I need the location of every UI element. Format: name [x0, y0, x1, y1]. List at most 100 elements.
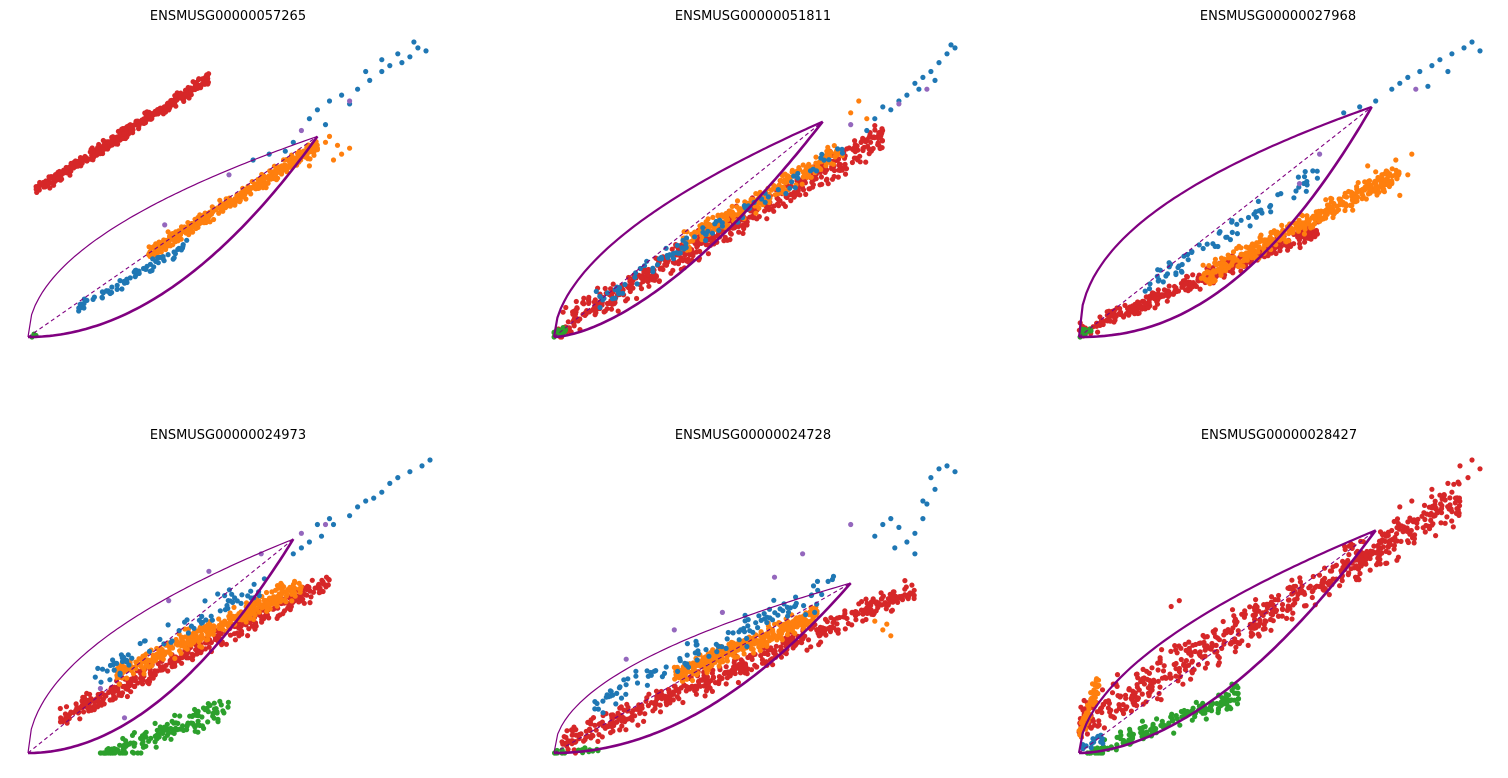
- data-point-red: [608, 306, 615, 312]
- data-point-red: [96, 149, 102, 155]
- data-point-orange: [258, 182, 264, 188]
- data-point-orange: [1393, 157, 1399, 163]
- data-point-orange: [1395, 172, 1401, 178]
- data-point-orange: [682, 672, 688, 678]
- data-point-orange: [792, 630, 798, 637]
- data-point-orange: [239, 617, 245, 623]
- data-point-orange: [781, 179, 787, 185]
- data-point-orange: [170, 645, 176, 651]
- data-point-orange: [272, 169, 278, 175]
- data-point-blue: [1461, 45, 1467, 51]
- data-point-red: [657, 709, 664, 715]
- data-point-orange: [197, 212, 203, 218]
- data-point-blue: [684, 641, 691, 647]
- data-point-orange: [757, 647, 763, 654]
- data-point-red: [727, 237, 733, 243]
- data-point-blue: [1175, 264, 1181, 271]
- data-point-orange: [230, 199, 236, 205]
- data-point-blue: [1229, 229, 1235, 235]
- data-point-red: [1220, 618, 1226, 625]
- data-point-orange: [218, 624, 224, 631]
- data-point-red: [855, 157, 861, 163]
- data-point-blue: [1238, 217, 1244, 223]
- data-point-orange: [693, 672, 700, 678]
- steady-state-line: [27, 538, 294, 754]
- data-point-blue: [623, 691, 629, 697]
- data-point-red: [168, 98, 174, 104]
- data-point-red: [34, 185, 40, 191]
- data-point-purple: [1296, 181, 1303, 187]
- data-point-red: [1297, 244, 1303, 251]
- data-point-red: [309, 577, 315, 583]
- data-point-red: [87, 149, 93, 155]
- data-point-red: [1357, 570, 1363, 577]
- data-point-orange: [810, 614, 816, 620]
- data-point-red: [842, 171, 849, 177]
- data-point-blue: [745, 623, 751, 629]
- data-point-blue: [153, 258, 159, 264]
- data-point-red: [873, 599, 879, 605]
- data-point-red: [804, 647, 810, 653]
- data-point-red: [1097, 314, 1103, 320]
- data-point-purple: [719, 609, 726, 616]
- data-point-red: [842, 614, 848, 620]
- data-point-green: [157, 724, 163, 730]
- data-point-green: [201, 725, 207, 732]
- model-curve-lower: [554, 582, 852, 755]
- data-point-blue: [692, 234, 698, 240]
- data-point-red: [836, 614, 843, 621]
- data-point-orange: [279, 587, 285, 593]
- data-point-red: [676, 689, 682, 695]
- data-point-orange: [1299, 221, 1306, 227]
- panel-2-points: [1076, 39, 1483, 340]
- data-point-orange: [1286, 230, 1292, 237]
- data-point-blue: [165, 622, 171, 628]
- data-point-blue: [215, 591, 221, 597]
- data-point-red: [74, 704, 80, 711]
- data-point-red: [177, 94, 183, 100]
- data-point-orange: [888, 633, 894, 639]
- data-point-orange: [789, 167, 796, 173]
- data-point-orange: [1335, 207, 1342, 213]
- model-curve-upper: [553, 582, 851, 754]
- data-point-red: [1456, 512, 1462, 519]
- data-point-orange: [283, 599, 289, 605]
- data-point-orange: [292, 593, 298, 599]
- data-point-orange: [274, 594, 280, 601]
- data-point-blue: [419, 463, 425, 469]
- data-point-blue: [693, 642, 699, 648]
- data-point-red: [1190, 272, 1196, 278]
- data-point-red: [128, 129, 134, 135]
- data-point-red: [1229, 607, 1236, 613]
- data-point-orange: [203, 637, 210, 643]
- data-point-blue: [829, 576, 836, 583]
- data-point-red: [630, 285, 636, 291]
- data-point-red: [829, 166, 835, 172]
- data-point-blue: [1417, 68, 1423, 75]
- data-point-red: [595, 738, 601, 745]
- data-point-blue: [771, 597, 777, 603]
- data-point-red: [771, 208, 777, 214]
- data-point-blue: [1278, 191, 1284, 197]
- data-point-blue: [1437, 57, 1443, 63]
- data-point-red: [1232, 649, 1238, 655]
- data-point-orange: [154, 251, 160, 257]
- data-point-red: [1168, 648, 1174, 655]
- data-point-blue: [772, 610, 778, 616]
- data-point-blue: [1301, 174, 1308, 180]
- data-point-orange: [1237, 259, 1243, 265]
- data-point-red: [902, 578, 908, 584]
- data-point-red: [604, 306, 610, 312]
- data-point-red: [788, 198, 794, 204]
- data-point-red: [1188, 676, 1194, 682]
- data-point-purple: [896, 101, 902, 107]
- data-point-green: [192, 706, 198, 713]
- data-point-blue: [1181, 253, 1187, 259]
- data-point-blue: [677, 658, 683, 664]
- data-point-orange: [1221, 256, 1227, 262]
- data-point-blue: [592, 699, 598, 705]
- data-point-red: [693, 691, 700, 697]
- data-point-red: [135, 123, 141, 129]
- data-point-blue: [407, 54, 413, 60]
